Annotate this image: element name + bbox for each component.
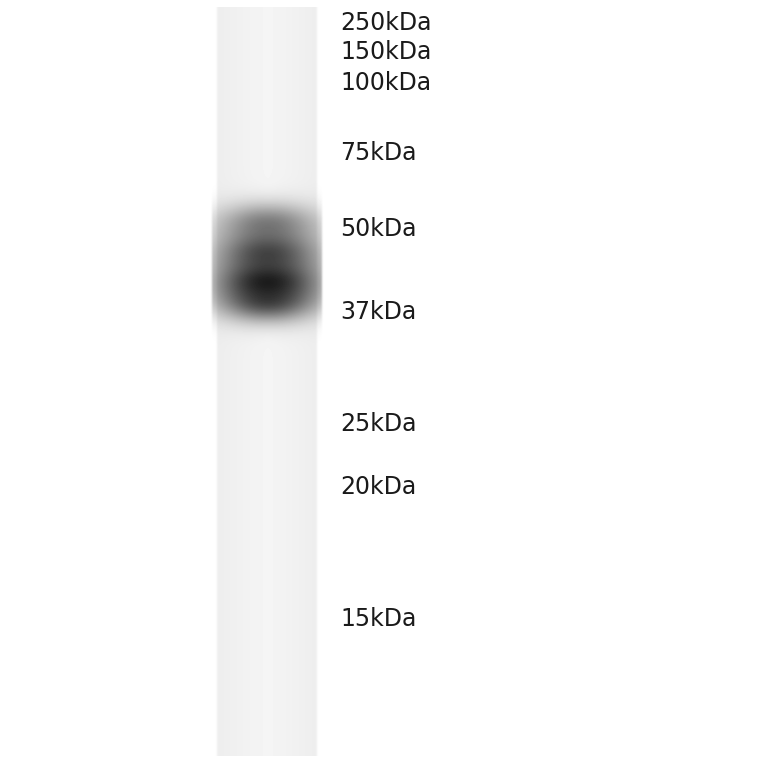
Text: 37kDa: 37kDa xyxy=(340,299,416,324)
Text: 25kDa: 25kDa xyxy=(340,412,416,436)
Text: 100kDa: 100kDa xyxy=(340,70,431,95)
Text: 50kDa: 50kDa xyxy=(340,217,416,241)
Text: 15kDa: 15kDa xyxy=(340,607,416,631)
Text: 75kDa: 75kDa xyxy=(340,141,416,165)
Text: 250kDa: 250kDa xyxy=(340,11,432,35)
Text: 20kDa: 20kDa xyxy=(340,475,416,500)
Text: 150kDa: 150kDa xyxy=(340,40,432,64)
